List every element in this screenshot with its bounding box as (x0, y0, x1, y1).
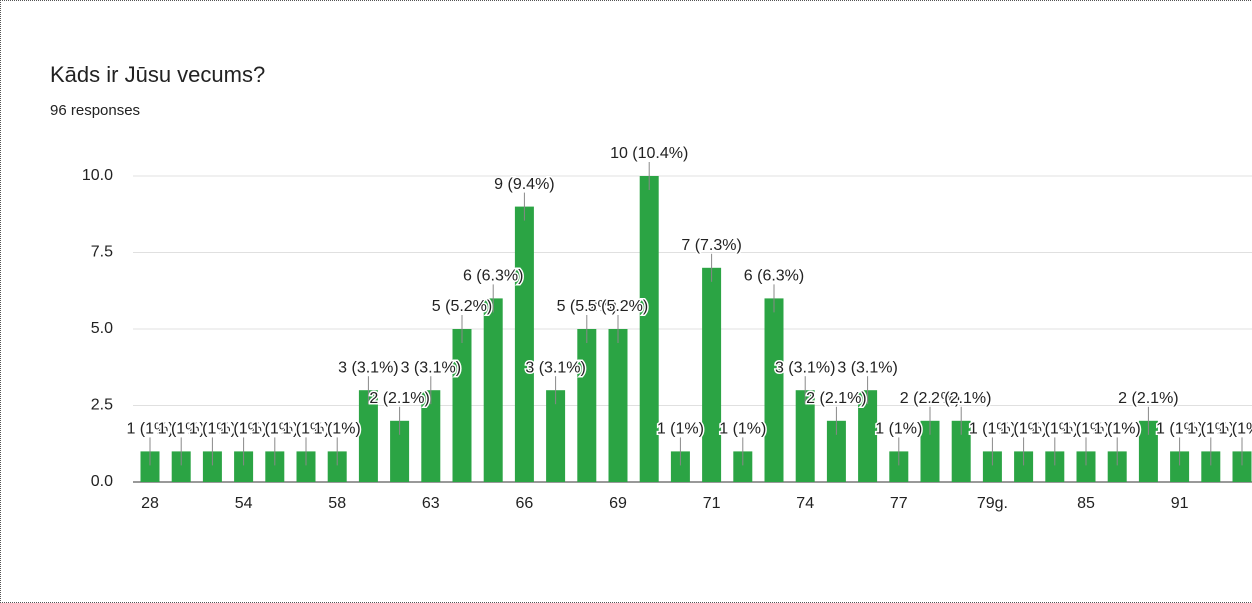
x-tick-label: 69 (609, 495, 627, 512)
bar (920, 420, 940, 482)
bar (1138, 420, 1158, 482)
data-label: 1 (1%) (126, 421, 173, 438)
bar (1201, 451, 1221, 482)
x-tick-label: 54 (235, 495, 253, 512)
data-label: 1 (1%) (719, 421, 766, 438)
bar (452, 329, 472, 482)
bar (577, 329, 597, 482)
bar (889, 451, 909, 482)
data-label: 2 (2.1%) (806, 390, 866, 407)
data-label: 1 (1%) (969, 421, 1016, 438)
data-label: 2 (2.1%) (931, 390, 991, 407)
x-tick-label: 63 (422, 495, 440, 512)
y-tick-label: 5.0 (91, 320, 113, 337)
bar (1076, 451, 1096, 482)
bar (858, 390, 878, 482)
data-label: 1 (1%) (251, 421, 298, 438)
y-tick-label: 7.5 (91, 244, 113, 261)
bar (140, 451, 160, 482)
data-label: 1 (1%) (1156, 421, 1203, 438)
bar (795, 390, 815, 482)
x-tick-label: 85 (1077, 495, 1095, 512)
data-label: 2 (2.1%) (1118, 390, 1178, 407)
data-label: 5 (5.2%) (588, 298, 648, 315)
data-label: 6 (6.3%) (463, 268, 523, 285)
bar (546, 390, 566, 482)
data-label: 9 (9.4%) (494, 176, 554, 193)
bar (982, 451, 1002, 482)
bar (764, 298, 784, 482)
data-label: 1 (1%) (282, 421, 329, 438)
bar (358, 390, 378, 482)
data-label: 3 (3.1%) (338, 359, 398, 376)
chart-title: Kāds ir Jūsu vecums? (50, 62, 265, 87)
y-tick-label: 0.0 (91, 473, 113, 490)
bar (702, 267, 722, 482)
x-tick-label: 28 (141, 495, 159, 512)
x-tick-label: 71 (703, 495, 721, 512)
bar (514, 206, 534, 482)
bar (1232, 451, 1252, 482)
bar (171, 451, 191, 482)
data-label: 6 (6.3%) (744, 268, 804, 285)
x-tick-label: 58 (328, 495, 346, 512)
bar (1107, 451, 1127, 482)
bar (1014, 451, 1034, 482)
data-label: 2 (2.1%) (369, 390, 429, 407)
bar (1045, 451, 1065, 482)
x-tick-label: 74 (796, 495, 814, 512)
data-label: 7 (7.3%) (681, 237, 741, 254)
data-label: 1 (1%) (158, 421, 205, 438)
bar (483, 298, 503, 482)
data-label: 1 (1%) (220, 421, 267, 438)
bar (608, 329, 628, 482)
data-label: 1 (1%) (1000, 421, 1047, 438)
x-tick-label: 77 (890, 495, 908, 512)
bar (670, 451, 690, 482)
bar (202, 451, 222, 482)
bar (234, 451, 254, 482)
y-tick-label: 10.0 (82, 167, 113, 184)
data-label: 1 (1%) (314, 421, 361, 438)
data-label: 3 (3.1%) (525, 359, 585, 376)
data-label: 1 (1%) (1218, 421, 1252, 438)
chart-subtitle: 96 responses (50, 102, 140, 119)
data-label: 3 (3.1%) (401, 359, 461, 376)
y-tick-label: 2.5 (91, 397, 113, 414)
data-label: 1 (1%) (189, 421, 236, 438)
data-label: 3 (3.1%) (837, 359, 897, 376)
bar (1170, 451, 1190, 482)
data-label: 1 (1%) (1187, 421, 1234, 438)
bar (639, 176, 659, 482)
x-tick-label: 66 (516, 495, 534, 512)
bar (390, 420, 410, 482)
bar (826, 420, 846, 482)
data-label: 3 (3.1%) (775, 359, 835, 376)
bar (296, 451, 316, 482)
bar (733, 451, 753, 482)
data-label: 1 (1%) (1031, 421, 1078, 438)
data-label: 5 (5.2%) (432, 298, 492, 315)
x-tick-label: 79g. (977, 495, 1008, 512)
data-label: 1 (1%) (1062, 421, 1109, 438)
bar (265, 451, 285, 482)
data-label: 5 (5.2%) (557, 298, 617, 315)
bar (951, 420, 971, 482)
data-label: 1 (1%) (1094, 421, 1141, 438)
data-label: 1 (1%) (657, 421, 704, 438)
data-label: 2 (2.1%) (900, 390, 960, 407)
x-tick-label: 91 (1171, 495, 1189, 512)
data-label: 1 (1%) (875, 421, 922, 438)
bar (421, 390, 441, 482)
data-label: 10 (10.4%) (610, 145, 688, 162)
bar (327, 451, 347, 482)
